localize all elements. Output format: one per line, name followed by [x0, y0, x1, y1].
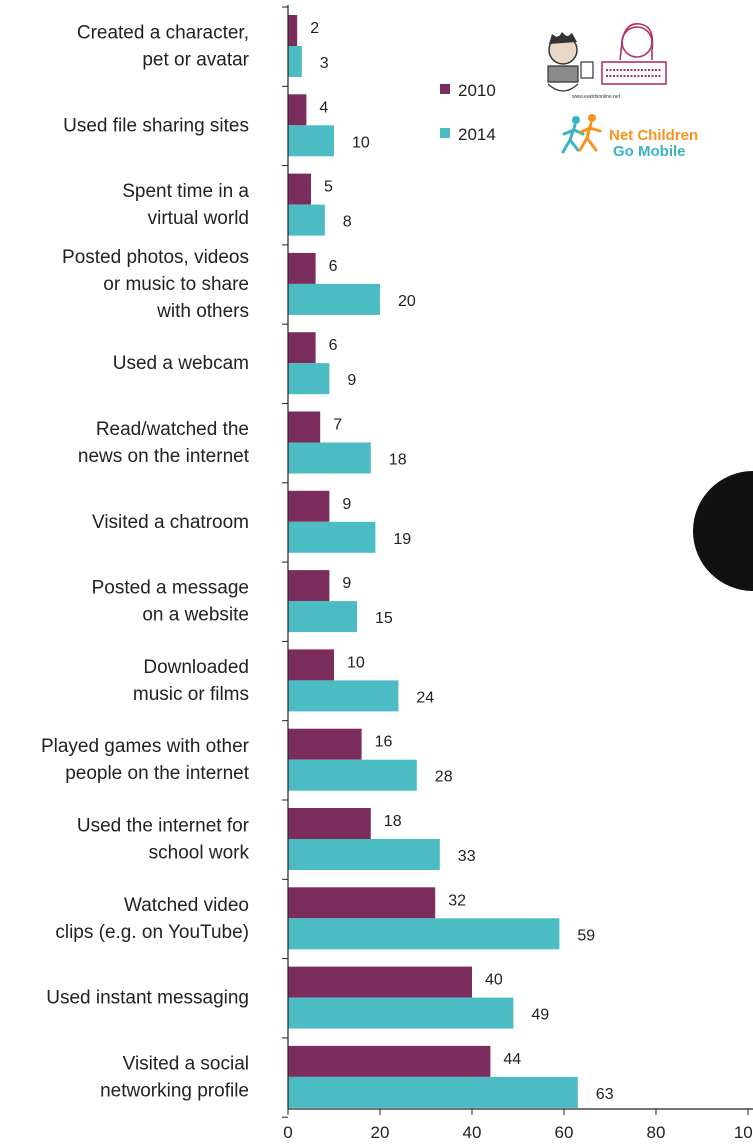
value-label-2010-visited-a-chatroom: 9: [342, 496, 351, 513]
value-label-2010-posted-photos-videos-or-music-to-share-with-others: 6: [329, 258, 338, 275]
children-at-computer-icon: www.eukidsonline.net: [547, 23, 667, 100]
net-children-go-mobile-logo: Net Children Go Mobile: [561, 114, 698, 160]
category-labels-group: 2 3 Created a character, pet or avatar 4 10 Us…: [41, 20, 614, 1103]
logo-url: www.eukidsonline.net: [572, 94, 621, 100]
bar-2010-watched-video-clips-e-g-on-youtube: [288, 887, 436, 919]
bar-2014-used-a-webcam: [288, 363, 330, 395]
bar-2010-used-instant-messaging: [288, 966, 472, 998]
bar-2014-downloaded-music-or-films: [288, 680, 399, 712]
bar-2010-created-a-character-pet-or-avatar: [288, 15, 298, 46]
value-label-2014-visited-a-chatroom: 19: [393, 531, 411, 548]
value-label-2014-posted-a-message-on-a-website: 15: [375, 610, 393, 627]
bar-2014-visited-a-social-networking-profile: [288, 1076, 578, 1108]
value-label-2010-created-a-character-pet-or-avatar: 2: [310, 20, 319, 37]
category-label-visited-a-social-networking-profile: Visited a social networking profile: [100, 1053, 249, 1101]
value-label-2010-played-games-with-other-people-on-the-internet: 16: [375, 734, 393, 751]
value-label-2010-used-the-internet-for-school-work: 18: [384, 813, 402, 830]
value-label-2014-used-a-webcam: 9: [347, 372, 356, 389]
bar-2010-played-games-with-other-people-on-the-internet: [288, 728, 362, 760]
value-label-2014-read-watched-the-news-on-the-internet: 18: [389, 452, 407, 469]
running-children-icon: [561, 114, 602, 154]
legend-swatch-2010: [440, 84, 450, 94]
x-tick-label-0: 0: [283, 1123, 292, 1142]
value-label-2010-visited-a-social-networking-profile: 44: [503, 1051, 521, 1068]
bar-2014-posted-a-message-on-a-website: [288, 601, 357, 633]
bar-2014-used-the-internet-for-school-work: [288, 839, 440, 870]
bar-2010-visited-a-social-networking-profile: [288, 1045, 491, 1077]
category-label-watched-video-clips-e-g-on-youtube: Watched video clips (e.g. on YouTube): [55, 895, 249, 943]
bar-2010-visited-a-chatroom: [288, 490, 330, 522]
value-label-2010-watched-video-clips-e-g-on-youtube: 32: [448, 892, 466, 909]
bar-2014-spent-time-in-a-virtual-world: [288, 204, 325, 236]
bar-2010-posted-photos-videos-or-music-to-share-with-others: [288, 252, 316, 284]
value-label-2010-used-a-webcam: 6: [329, 337, 338, 354]
bar-2014-visited-a-chatroom: [288, 521, 376, 553]
x-axis: 0 20 40 60 80 100: [282, 5, 753, 1142]
bar-2014-posted-photos-videos-or-music-to-share-with-others: [288, 283, 380, 315]
value-label-2010-downloaded-music-or-films: 10: [347, 654, 365, 671]
x-tick-label-40: 40: [463, 1123, 482, 1142]
value-label-2014-downloaded-music-or-films: 24: [416, 689, 434, 706]
x-tick-label-20: 20: [371, 1123, 390, 1142]
value-label-2014-spent-time-in-a-virtual-world: 8: [343, 214, 352, 231]
bars-group: [288, 15, 578, 1108]
value-label-2014-used-the-internet-for-school-work: 33: [458, 848, 476, 865]
category-label-posted-a-message-on-a-website: Posted a message on a website: [92, 578, 249, 626]
legend-label-2010: 2010: [458, 81, 496, 100]
value-label-2010-spent-time-in-a-virtual-world: 5: [324, 179, 333, 196]
bar-2010-downloaded-music-or-films: [288, 649, 334, 681]
value-label-2010-read-watched-the-news-on-the-internet: 7: [333, 417, 342, 434]
brand-line2: Go Mobile: [613, 143, 686, 160]
category-label-created-a-character-pet-or-avatar: Created a character, pet or avatar: [77, 23, 250, 71]
legend-label-2014: 2014: [458, 125, 496, 144]
value-label-2014-posted-photos-videos-or-music-to-share-with-others: 20: [398, 293, 416, 310]
value-label-2014-watched-video-clips-e-g-on-youtube: 59: [577, 927, 595, 944]
bar-2010-used-file-sharing-sites: [288, 94, 307, 126]
value-label-2010-used-file-sharing-sites: 4: [319, 99, 328, 116]
category-label-used-the-internet-for-school-work: Used the internet for school work: [77, 816, 250, 864]
value-label-2010-posted-a-message-on-a-website: 9: [342, 575, 351, 592]
bar-2010-posted-a-message-on-a-website: [288, 570, 330, 602]
brand-line1: Net Children: [609, 127, 698, 144]
decorative-dark-circle: [693, 471, 753, 591]
category-label-posted-photos-videos-or-music-to-share-with-others: Posted photos, videos or music to share wi…: [62, 247, 249, 322]
value-label-2014-created-a-character-pet-or-avatar: 3: [320, 55, 329, 72]
bar-2010-spent-time-in-a-virtual-world: [288, 173, 311, 205]
category-label-used-instant-messaging: Used instant messaging: [46, 988, 249, 1009]
category-label-downloaded-music-or-films: Downloaded music or films: [133, 657, 249, 705]
bar-2010-used-a-webcam: [288, 332, 316, 364]
value-label-2014-used-file-sharing-sites: 10: [352, 134, 370, 151]
bar-2014-played-games-with-other-people-on-the-internet: [288, 759, 417, 791]
category-label-used-file-sharing-sites: Used file sharing sites: [63, 115, 249, 136]
x-tick-label-60: 60: [555, 1123, 574, 1142]
value-label-2010-used-instant-messaging: 40: [485, 972, 503, 989]
bar-2010-read-watched-the-news-on-the-internet: [288, 411, 321, 443]
value-label-2014-played-games-with-other-people-on-the-internet: 28: [435, 769, 453, 786]
x-tick-label-100: 100: [734, 1123, 753, 1142]
category-label-used-a-webcam: Used a webcam: [113, 353, 249, 374]
legend-swatch-2014: [440, 128, 450, 138]
category-label-visited-a-chatroom: Visited a chatroom: [92, 512, 249, 533]
bar-2014-created-a-character-pet-or-avatar: [288, 46, 302, 77]
x-tick-label-80: 80: [647, 1123, 666, 1142]
legend: 2010 2014: [440, 81, 496, 144]
category-label-played-games-with-other-people-on-the-internet: Played games with other people on the int…: [41, 736, 250, 784]
bar-2014-read-watched-the-news-on-the-internet: [288, 442, 371, 474]
bar-2014-used-file-sharing-sites: [288, 125, 334, 157]
bar-2014-used-instant-messaging: [288, 997, 514, 1029]
category-label-read-watched-the-news-on-the-internet: Read/watched the news on the internet: [78, 419, 250, 467]
bar-2010-used-the-internet-for-school-work: [288, 808, 371, 839]
category-label-spent-time-in-a-virtual-world: Spent time in a virtual world: [122, 181, 249, 229]
value-label-2014-visited-a-social-networking-profile: 63: [596, 1086, 614, 1103]
bar-2014-watched-video-clips-e-g-on-youtube: [288, 918, 560, 950]
value-label-2014-used-instant-messaging: 49: [531, 1007, 549, 1024]
